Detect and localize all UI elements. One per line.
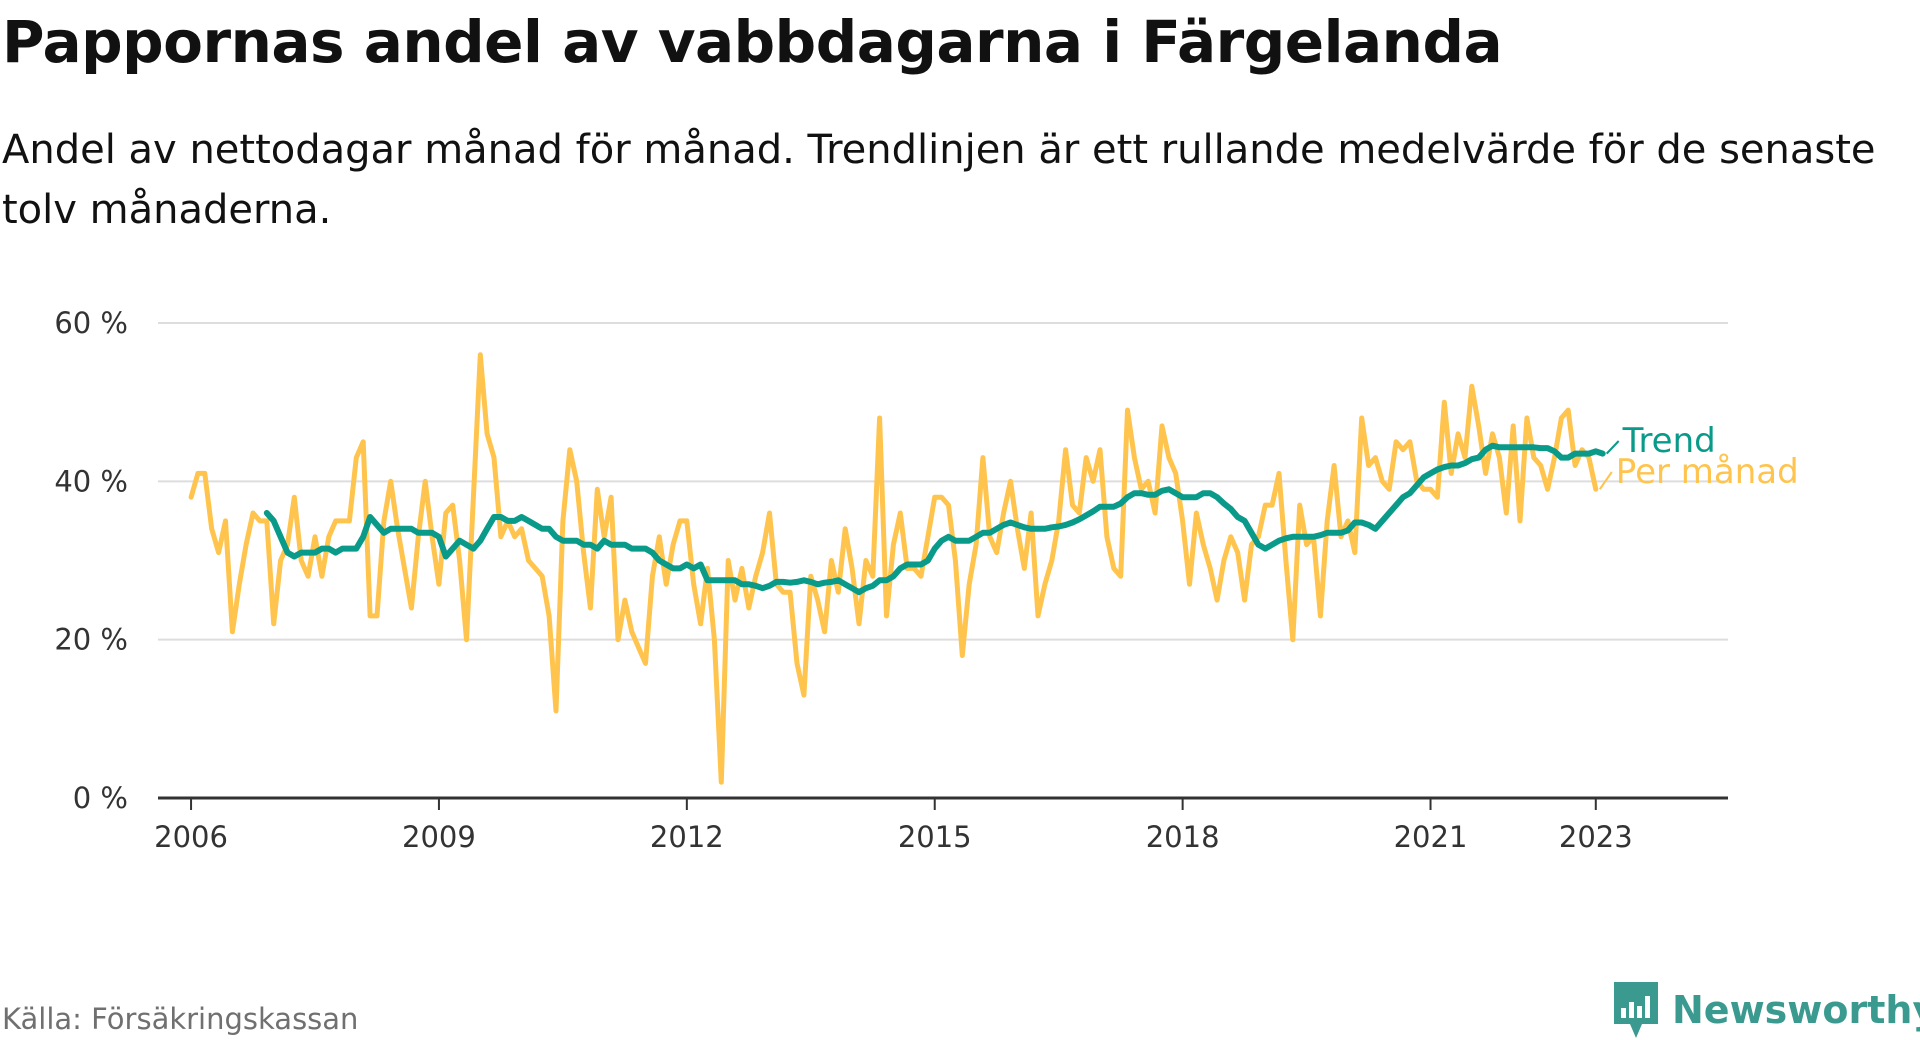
trend-label: Trend [1622,421,1716,461]
label-leader [1598,471,1613,490]
y-tick-label: 0 % [73,781,128,815]
x-tick-label: 2012 [650,820,724,854]
x-tick-label: 2009 [402,820,476,854]
monthly-label: Per månad [1616,452,1799,492]
line-chart: 0 % 20 % 40 % 60 % 2006 2009 2012 2015 2018 2021… [54,306,1799,854]
series-line-monthly [188,352,1599,785]
brand-logo[interactable]: Newsworthy [1612,980,1920,1040]
x-tick-label: 2021 [1394,820,1468,854]
source-note: Källa: Försäkringskassan [2,1002,359,1036]
y-tick-label: 20 % [54,623,128,657]
x-tick-label: 2015 [898,820,972,854]
series-line-trend [263,442,1606,596]
x-tick-label: 2006 [154,820,228,854]
x-tick-label: 2023 [1559,820,1633,854]
label-leader [1605,440,1620,455]
newsworthy-logo-icon [1614,982,1658,1038]
y-tick-label: 60 % [54,306,128,340]
x-tick-label: 2018 [1146,820,1220,854]
y-axis-labels: 0 % 20 % 40 % 60 % [54,306,128,815]
x-axis: 2006 2009 2012 2015 2018 2021 2023 [154,796,1728,854]
y-tick-label: 40 % [54,464,128,498]
gridlines [158,322,1728,641]
chart-subtitle: Andel av nettodagar månad för månad. Tre… [2,127,1876,233]
brand-name: Newsworthy [1672,988,1920,1032]
series-lines [188,352,1606,785]
chart-title: Pappornas andel av vabbdagarna i Färgela… [2,8,1503,76]
